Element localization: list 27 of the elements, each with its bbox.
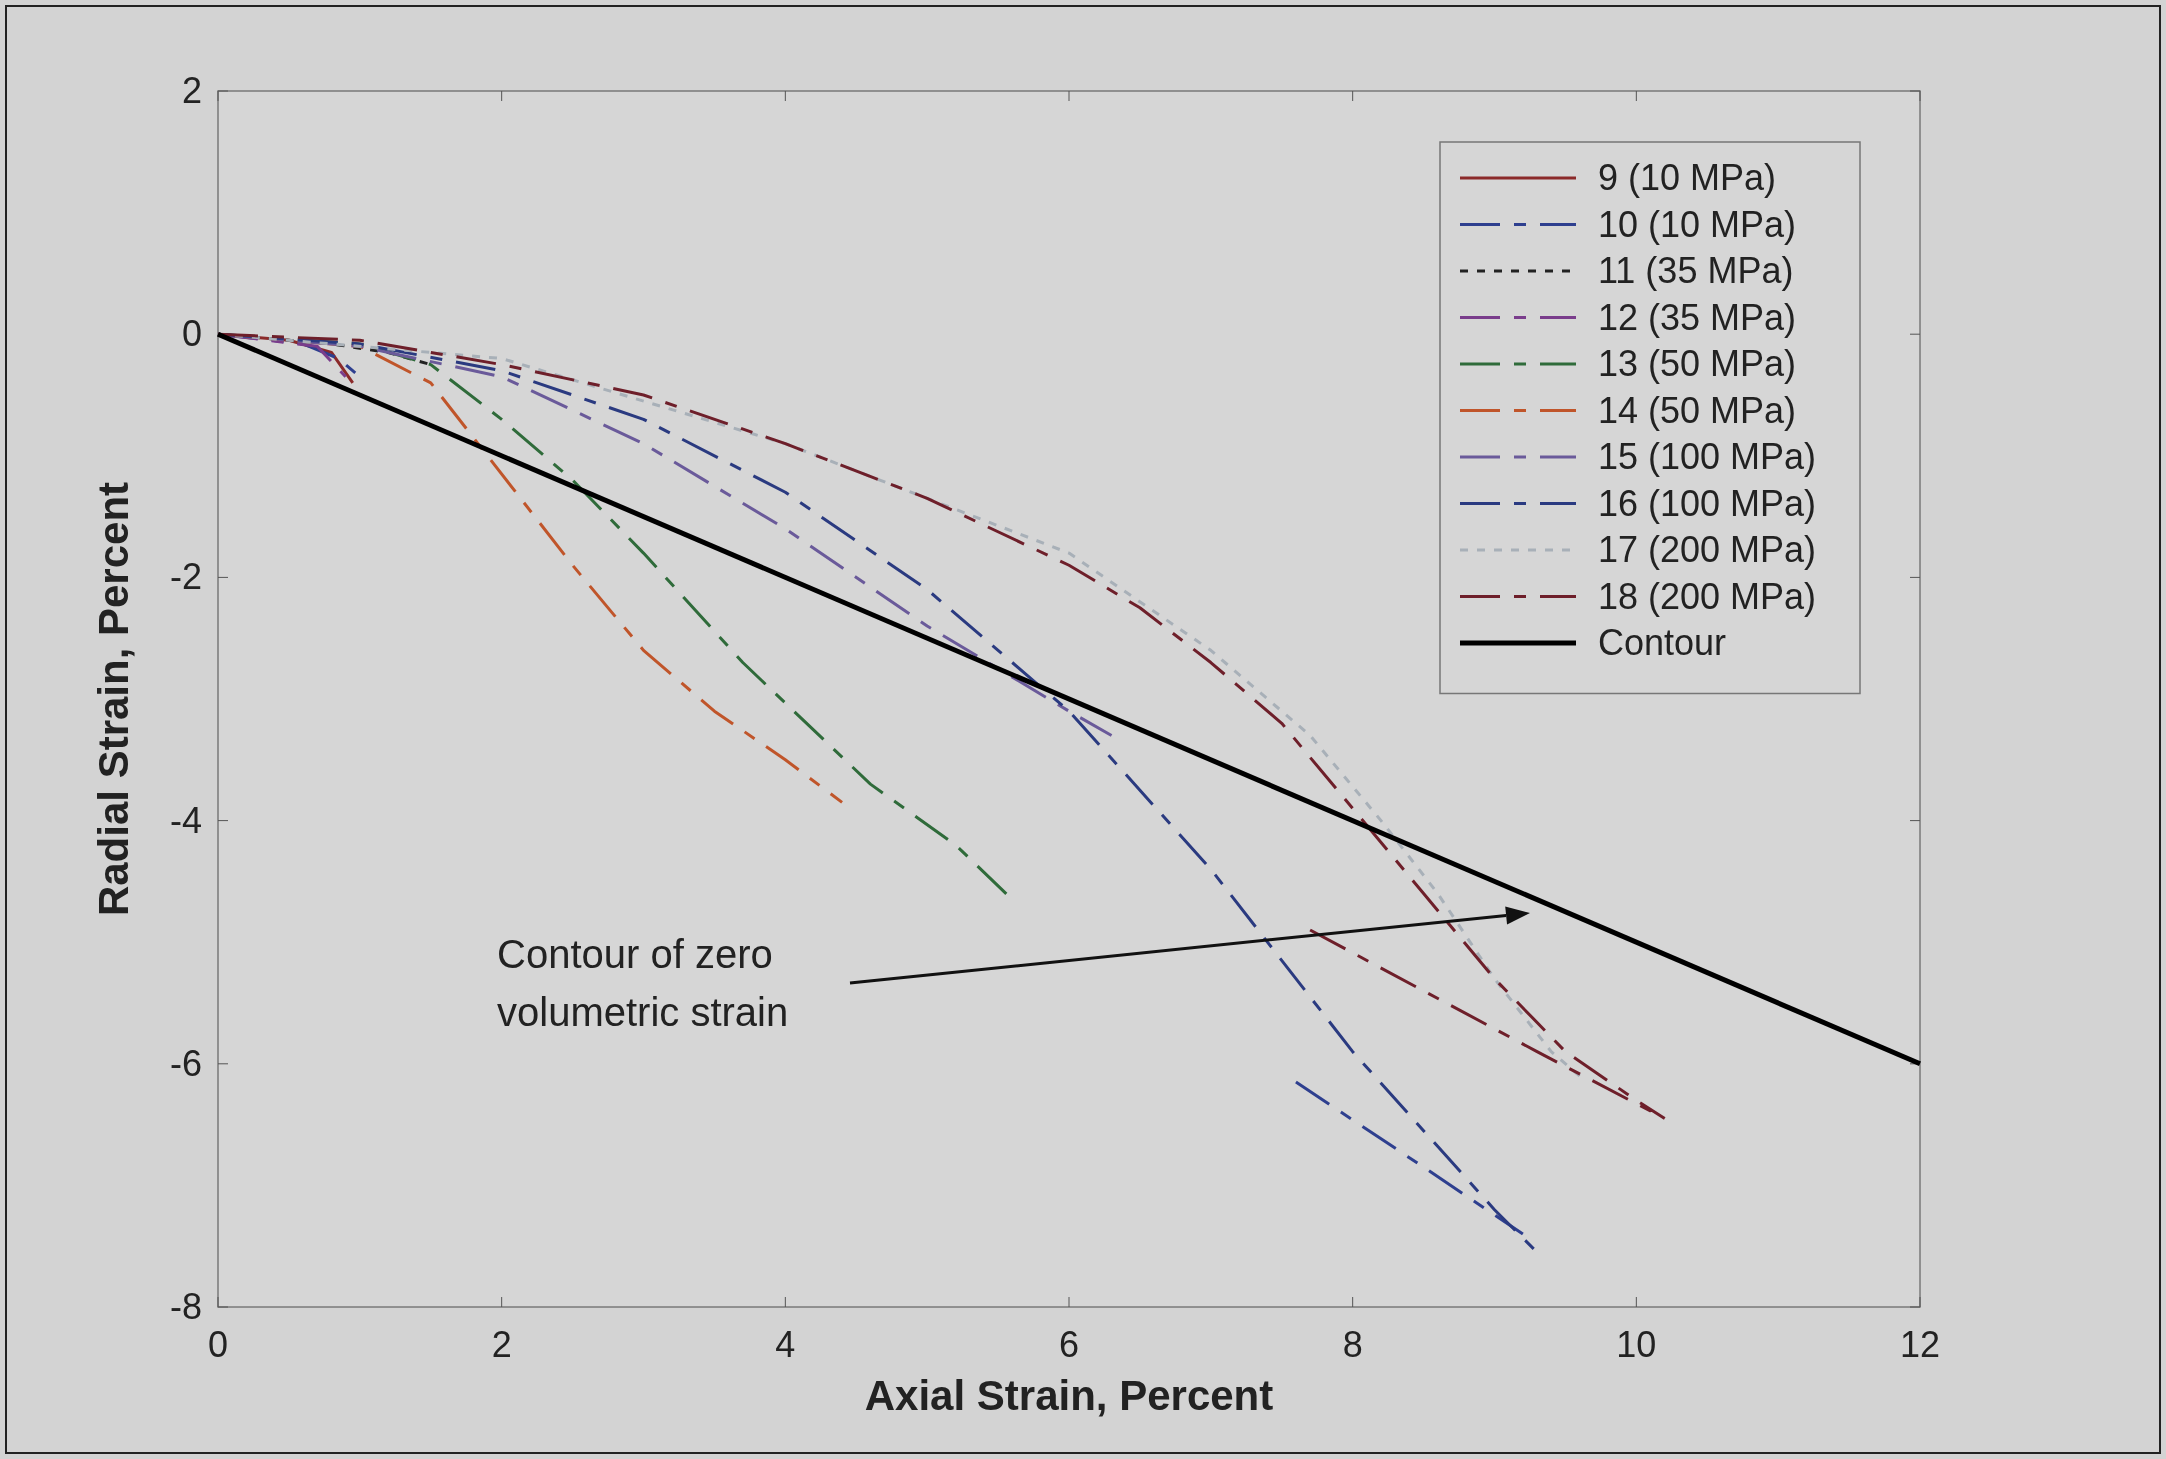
y-tick-label: -6 xyxy=(169,1042,202,1084)
x-tick-label: 8 xyxy=(1342,1324,1363,1365)
x-tick-label: 4 xyxy=(775,1324,796,1365)
legend-label: 10 (10 MPa) xyxy=(1598,203,1797,245)
legend-label: 11 (35 MPa) xyxy=(1598,250,1794,291)
y-axis-title: Radial Strain, Percent xyxy=(90,481,137,917)
legend-label: 16 (100 MPa) xyxy=(1598,482,1817,524)
legend-label: 12 (35 MPa) xyxy=(1598,296,1797,338)
annotation: Contour of zero volumetric strain xyxy=(497,932,789,1034)
legend-label: Contour xyxy=(1598,622,1727,663)
y-tick-label: -2 xyxy=(169,556,202,598)
legend-label: 13 (50 MPa) xyxy=(1598,343,1797,384)
x-tick-label: 0 xyxy=(207,1324,229,1365)
x-tick-label: 2 xyxy=(491,1324,512,1365)
x-tick-label: 12 xyxy=(1899,1324,1941,1365)
legend-label: 14 (50 MPa) xyxy=(1598,389,1797,431)
legend-label: 18 (200 MPa) xyxy=(1598,575,1817,617)
y-tick-label: 2 xyxy=(181,70,202,111)
legend-label: 17 (200 MPa) xyxy=(1598,529,1817,570)
y-tick-label: 0 xyxy=(181,313,202,355)
legend-label: 15 (100 MPa) xyxy=(1598,436,1817,477)
x-tick-label: 10 xyxy=(1616,1324,1657,1365)
y-tick-label: -8 xyxy=(169,1286,202,1327)
legend-label: 9 (10 MPa) xyxy=(1598,157,1777,198)
y-tick-label: -4 xyxy=(169,799,202,841)
x-tick-label: 6 xyxy=(1058,1324,1080,1365)
x-axis-title: Axial Strain, Percent xyxy=(864,1372,1274,1419)
